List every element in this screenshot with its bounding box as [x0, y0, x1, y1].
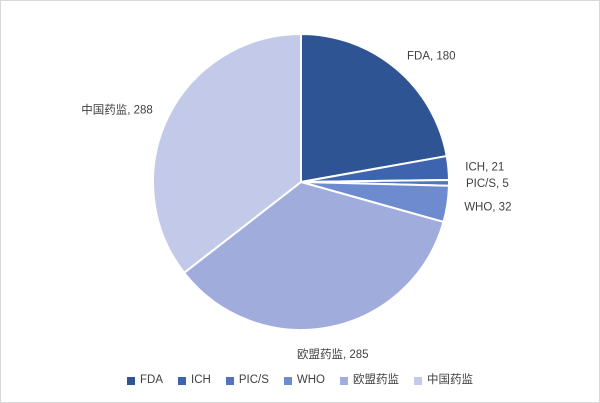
legend-item-pic-s[interactable]: PIC/S [225, 374, 269, 387]
data-label-slice: 欧盟药监, 285 [297, 348, 369, 361]
legend-label-who: WHO [296, 374, 325, 386]
data-label-fda: FDA, 180 [407, 51, 456, 63]
legend-label-slice: 中国药监 [426, 374, 473, 386]
pie-slice-fda[interactable] [300, 33, 448, 183]
legend-swatch-slice [413, 376, 422, 385]
legend-swatch-slice [339, 376, 348, 385]
legend-item-slice[interactable]: 中国药监 [413, 374, 473, 387]
legend-item-ich[interactable]: ICH [178, 374, 211, 387]
legend-swatch-who [283, 376, 292, 385]
legend-swatch-fda [127, 376, 136, 385]
legend-item-slice[interactable]: 欧盟药监 [339, 374, 399, 387]
legend-label-ich: ICH [191, 374, 211, 386]
legend-swatch-ich [178, 376, 187, 385]
data-label-slice: 中国药监, 288 [81, 104, 153, 117]
legend-swatch-pic-s [225, 376, 234, 385]
chart-legend: FDA ICH PIC/S WHO 欧盟药监 中国药监 [1, 374, 599, 387]
pie-slice-slice[interactable] [183, 181, 445, 331]
data-label-pic-s: PIC/S, 5 [466, 178, 509, 190]
legend-label-slice: 欧盟药监 [352, 374, 399, 386]
legend-label-pic-s: PIC/S [238, 374, 269, 386]
data-label-ich: ICH, 21 [465, 161, 504, 173]
legend-label-fda: FDA [140, 374, 164, 386]
legend-item-fda[interactable]: FDA [127, 374, 164, 387]
legend-item-who[interactable]: WHO [283, 374, 325, 387]
data-label-who: WHO, 32 [464, 202, 511, 214]
pie-slice-slice[interactable] [152, 33, 302, 274]
